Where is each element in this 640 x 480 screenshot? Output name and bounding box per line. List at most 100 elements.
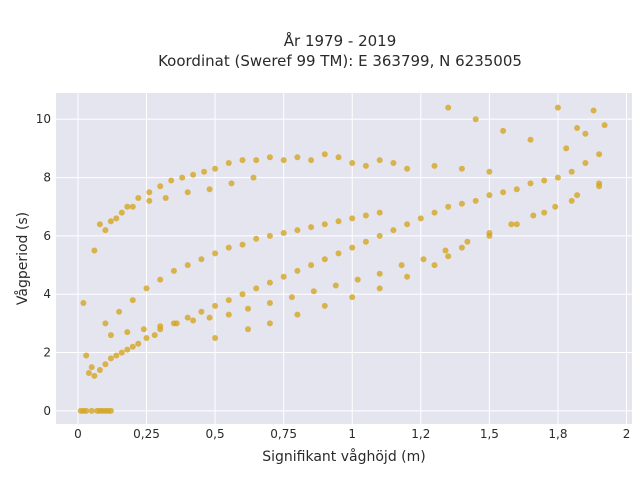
data-point bbox=[250, 174, 257, 181]
data-point bbox=[500, 189, 507, 196]
data-point bbox=[124, 329, 131, 336]
data-point bbox=[168, 177, 175, 184]
data-point bbox=[321, 221, 328, 228]
data-point bbox=[442, 247, 449, 254]
data-point bbox=[206, 314, 213, 321]
data-point bbox=[310, 288, 317, 295]
data-point bbox=[129, 297, 136, 304]
data-point bbox=[124, 346, 131, 353]
data-point bbox=[88, 407, 95, 414]
data-point bbox=[253, 285, 260, 292]
data-point bbox=[294, 311, 301, 318]
data-point bbox=[212, 250, 219, 257]
y-axis-ticks: 0 2 4 6 8 10 bbox=[36, 112, 51, 418]
data-point bbox=[170, 267, 177, 274]
data-point bbox=[582, 160, 589, 166]
data-point bbox=[308, 157, 315, 164]
data-point bbox=[398, 262, 405, 269]
data-point bbox=[513, 186, 520, 193]
y-axis-title: Vågperiod (s) bbox=[14, 212, 31, 305]
data-point bbox=[376, 232, 383, 239]
data-point bbox=[280, 230, 287, 236]
data-point bbox=[431, 209, 438, 216]
data-point bbox=[294, 267, 301, 274]
data-point bbox=[146, 197, 153, 204]
data-point bbox=[417, 215, 424, 222]
y-tick-label: 8 bbox=[43, 171, 51, 185]
data-point bbox=[568, 197, 575, 204]
data-point bbox=[198, 256, 205, 263]
data-point bbox=[280, 157, 287, 164]
data-point bbox=[225, 244, 232, 251]
data-point bbox=[266, 320, 273, 327]
data-point bbox=[472, 197, 479, 204]
data-point bbox=[206, 186, 213, 193]
data-point bbox=[294, 227, 301, 234]
data-point bbox=[266, 279, 273, 286]
x-tick-label: 1 bbox=[348, 427, 356, 441]
data-point bbox=[253, 157, 260, 164]
data-point bbox=[590, 107, 597, 114]
data-point bbox=[146, 189, 153, 196]
data-point bbox=[157, 323, 164, 330]
data-point bbox=[294, 154, 301, 161]
data-point bbox=[308, 262, 315, 269]
data-point bbox=[574, 192, 581, 199]
data-point bbox=[116, 308, 123, 315]
data-point bbox=[118, 349, 125, 356]
data-point bbox=[376, 157, 383, 164]
data-point bbox=[596, 183, 603, 190]
data-point bbox=[541, 209, 548, 216]
data-point bbox=[445, 203, 452, 210]
data-point bbox=[91, 247, 98, 254]
chart-title-line-1: År 1979 - 2019 bbox=[284, 31, 397, 50]
chart-title-line-2: Koordinat (Sweref 99 TM): E 363799, N 62… bbox=[158, 52, 522, 70]
data-point bbox=[253, 235, 260, 242]
data-point bbox=[582, 130, 589, 137]
data-point bbox=[500, 127, 507, 134]
data-point bbox=[321, 302, 328, 309]
data-point bbox=[332, 282, 339, 289]
data-point bbox=[225, 311, 232, 318]
x-tick-label: 0,5 bbox=[206, 427, 225, 441]
data-point bbox=[91, 372, 98, 379]
data-point bbox=[288, 294, 295, 301]
data-point bbox=[107, 355, 114, 362]
data-point bbox=[184, 262, 191, 269]
data-point bbox=[513, 221, 520, 228]
data-point bbox=[335, 154, 342, 161]
data-point bbox=[239, 291, 246, 298]
data-point bbox=[431, 262, 438, 269]
data-point bbox=[184, 314, 191, 321]
x-tick-label: 0,25 bbox=[133, 427, 160, 441]
data-point bbox=[554, 104, 561, 111]
data-point bbox=[239, 241, 246, 248]
data-point bbox=[173, 320, 180, 327]
data-point bbox=[568, 168, 575, 175]
chart-titles: År 1979 - 2019 Koordinat (Sweref 99 TM):… bbox=[158, 31, 522, 70]
data-point bbox=[376, 270, 383, 277]
x-tick-label: 1,2 bbox=[411, 427, 430, 441]
data-point bbox=[245, 326, 251, 333]
data-point bbox=[321, 256, 328, 263]
data-point bbox=[225, 160, 232, 166]
data-point bbox=[376, 209, 383, 216]
data-point bbox=[554, 174, 561, 181]
data-point bbox=[508, 221, 515, 228]
data-point bbox=[266, 232, 273, 239]
data-point bbox=[102, 227, 109, 234]
data-point bbox=[96, 221, 103, 228]
data-point bbox=[390, 227, 397, 234]
data-point bbox=[404, 221, 411, 228]
data-point bbox=[88, 364, 95, 371]
data-point bbox=[552, 203, 559, 210]
data-point bbox=[157, 276, 164, 283]
data-point bbox=[198, 308, 205, 315]
data-point bbox=[212, 302, 219, 309]
data-point bbox=[445, 253, 452, 260]
data-point bbox=[486, 192, 493, 199]
data-point bbox=[184, 189, 191, 196]
data-point bbox=[349, 160, 356, 166]
data-point bbox=[574, 125, 581, 131]
